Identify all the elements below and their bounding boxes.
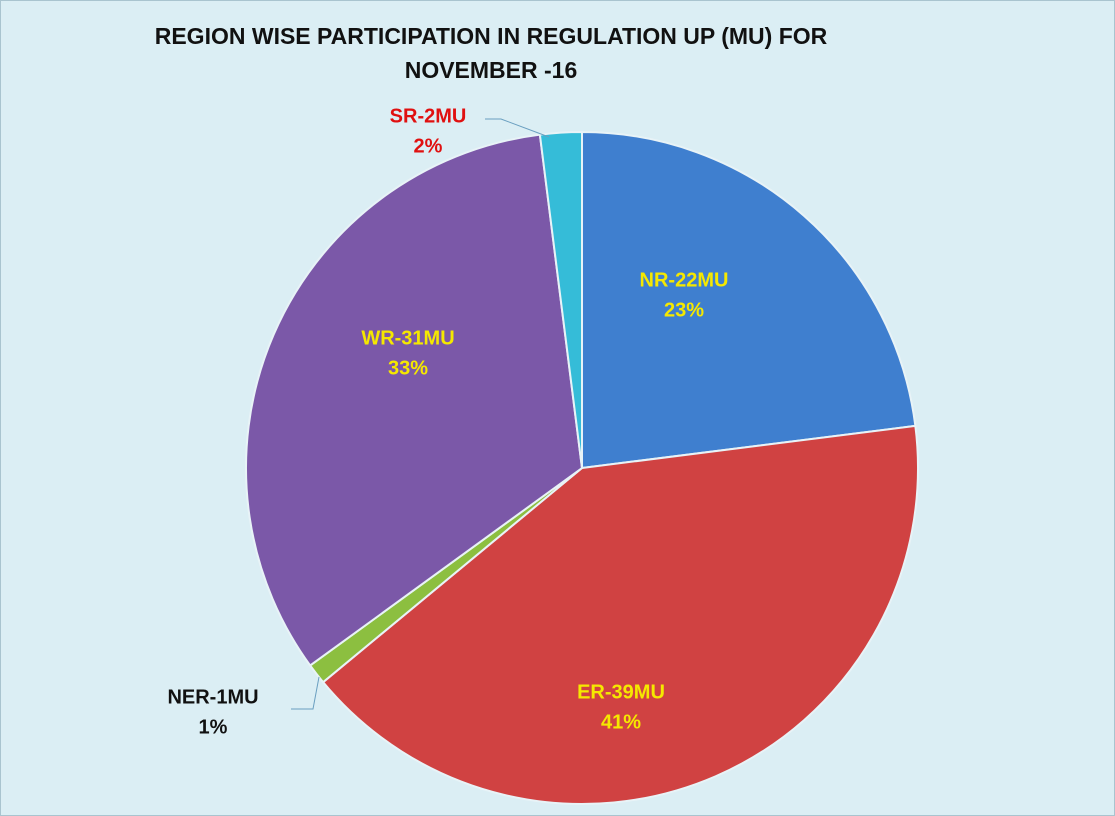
- slice-label: NR-22MU: [640, 269, 729, 291]
- slice-value-label: 2%: [414, 135, 443, 157]
- leader-line: [485, 118, 550, 138]
- slice-value-label: 33%: [388, 357, 428, 379]
- slice-value-label: 41%: [601, 711, 641, 733]
- slice-value-label: 23%: [664, 299, 704, 321]
- pie-slice: [538, 130, 583, 469]
- chart-title: REGION WISE PARTICIPATION IN REGULATION …: [154, 23, 828, 83]
- slice-label: WR-31MU: [361, 327, 454, 349]
- leader-line: [291, 676, 320, 710]
- slice-value-label: 1%: [199, 716, 228, 738]
- slice-label: ER-39MU: [577, 681, 665, 703]
- slice-label: SR-2MU: [390, 105, 467, 127]
- pie-slice: [321, 424, 919, 805]
- slice-label: NER-1MU: [167, 686, 258, 708]
- pie-slice: [581, 130, 917, 470]
- pie-slice: [245, 133, 584, 667]
